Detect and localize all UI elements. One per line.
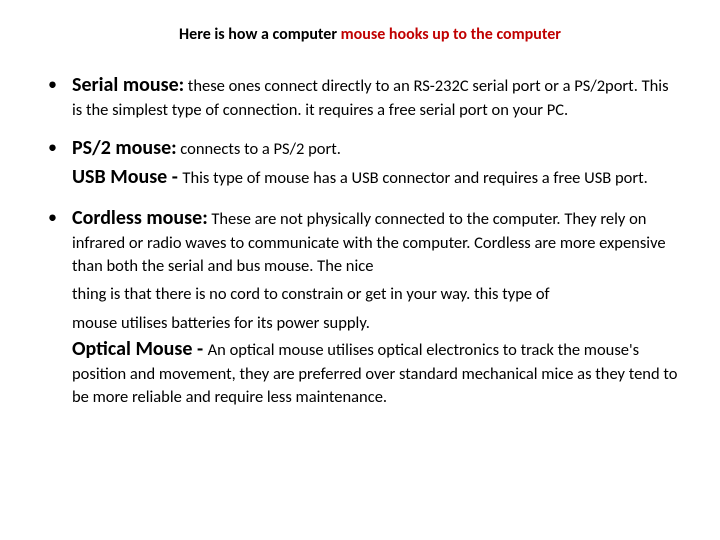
cordless-body-3: this type of (474, 284, 550, 304)
bullet-serial: Serial mouse: these ones connect directl… (40, 72, 680, 122)
cordless-body-4: mouse utilises batteries for its power s… (72, 312, 680, 334)
serial-label: Serial mouse: (72, 73, 184, 97)
cordless-label: Cordless mouse: (72, 206, 208, 230)
page-title: Here is how a computer mouse hooks up to… (60, 24, 680, 46)
title-part-2: mouse hooks up to the computer (341, 25, 561, 44)
bullet-ps2: PS/2 mouse: connects to a PS/2 port. USB… (40, 135, 680, 191)
bullet-list: Serial mouse: these ones connect directl… (40, 72, 680, 409)
ps2-body: connects to a PS/2 port. (180, 139, 341, 159)
usb-label: USB Mouse - (72, 165, 182, 189)
usb-body: This type of mouse has a USB connector a… (182, 168, 647, 188)
cordless-body-2-wrap: thing is that there is no cord to constr… (72, 283, 680, 305)
ps2-label: PS/2 mouse: (72, 136, 177, 160)
title-part-1: Here is how a computer (179, 25, 341, 44)
optical-label: Optical Mouse - (72, 337, 208, 361)
bullet-cordless: Cordless mouse: These are not physically… (40, 205, 680, 408)
cordless-body-2: thing is that there is no cord to constr… (72, 284, 474, 304)
